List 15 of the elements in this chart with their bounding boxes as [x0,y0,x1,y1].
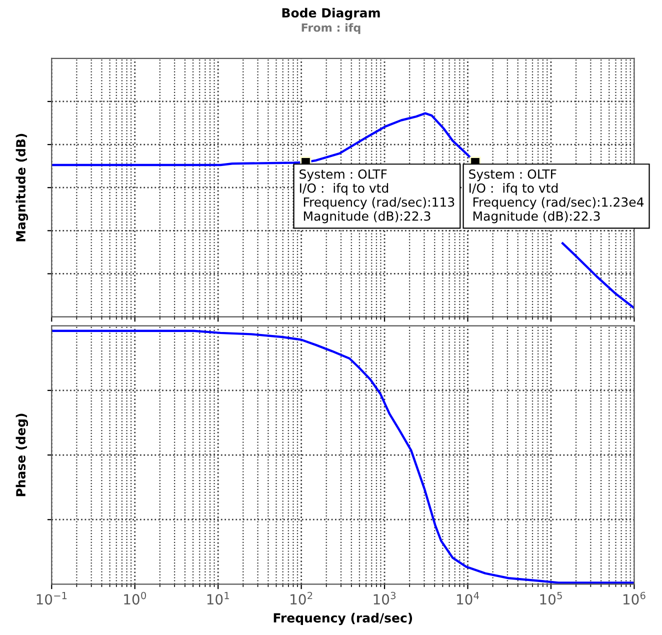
annotation: System : OLTF I/O : ifq to vtd Frequency (rad/sec):113 Magnitude (dB):22.3 [300,169,454,224]
annotation: System : OLTF I/O : ifq to vtd Frequency (rad/sec):1.23e4 Magnitude (dB):22.3 [469,169,644,224]
x-tick-label: 10$^{−1}$ [36,592,67,605]
x-axis-title: Frequency (rad/sec) [274,612,412,626]
chart-title: Bode Diagram [282,8,380,20]
y-axis-title: Phase (deg) [16,414,28,496]
x-tick-label: 10$^{6}$ [624,592,646,605]
x-tick-label: 10$^{5}$ [540,592,562,605]
x-tick-label: 10$^{1}$ [207,592,229,605]
x-tick-label: 10$^{3}$ [374,592,396,605]
x-tick-label: 10$^{2}$ [290,592,312,605]
x-tick-label: 10$^{4}$ [457,592,479,605]
x-tick-label: 10$^{0}$ [124,592,146,605]
y-axis-title: Magnitude (dB) [16,134,28,242]
chart-subtitle: From : ifq [302,23,360,34]
